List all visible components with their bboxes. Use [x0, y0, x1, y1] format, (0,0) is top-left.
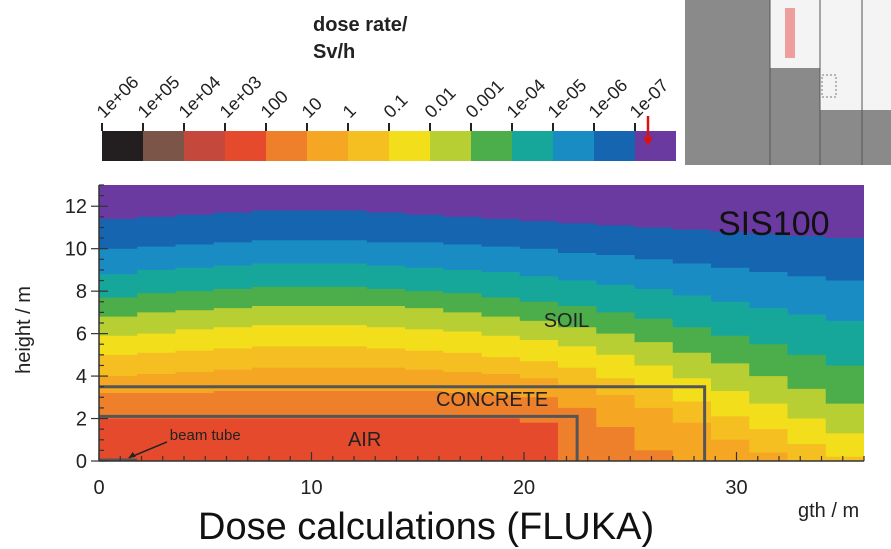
y-axis-label: height / m — [13, 286, 35, 374]
y-tick-label: 6 — [76, 324, 87, 346]
colorbar-swatch — [594, 131, 635, 161]
figure-title: Dose calculations (FLUKA) — [198, 506, 655, 548]
plot-axes: 0 2 4 6 8 10 12 0 10 20 30 — [65, 184, 865, 499]
x-tick-label: 30 — [725, 477, 747, 499]
colorbar-title-line2: Sv/h — [313, 41, 355, 63]
colorbar-swatch — [635, 131, 676, 161]
inset-label: SIS100 — [718, 205, 830, 243]
x-tick-label: 20 — [513, 477, 535, 499]
colorbar-tick-label: 10 — [298, 94, 326, 122]
colorbar-swatch — [143, 131, 184, 161]
y-tick-label: 2 — [76, 409, 87, 431]
region-label: AIR — [348, 429, 381, 451]
colorbar-swatch — [553, 131, 594, 161]
y-tick-label: 10 — [65, 239, 87, 261]
x-axis-label: gth / m — [798, 500, 859, 522]
colorbar-tick-label: 1 — [339, 101, 360, 122]
y-tick-label: 12 — [65, 196, 87, 218]
colorbar-swatch — [348, 131, 389, 161]
colorbar-tick-label: 1e-05 — [544, 75, 591, 122]
x-tick-label: 0 — [93, 477, 104, 499]
arrow-head-icon — [643, 137, 653, 146]
colorbar-swatch — [389, 131, 430, 161]
colorbar-swatch — [102, 131, 143, 161]
region-label: beam tube — [170, 427, 241, 444]
colorbar-tick-label: 1e-06 — [585, 75, 632, 122]
concrete-outline — [99, 385, 707, 461]
colorbar-swatch — [225, 131, 266, 161]
region-label: SOIL — [544, 310, 590, 332]
y-tick-label: 0 — [76, 451, 87, 473]
colorbar-tick-label: 0.1 — [380, 90, 412, 122]
pointer-arrowhead-icon — [128, 451, 136, 458]
colorbar-tick-label: 100 — [257, 86, 292, 121]
air-outline — [99, 414, 579, 461]
y-tick-label: 8 — [76, 281, 87, 303]
colorbar-swatch — [307, 131, 348, 161]
colorbar-swatch — [471, 131, 512, 161]
beam-tube-pointer — [128, 441, 168, 459]
colorbar-tick-label: 1e-07 — [626, 75, 673, 122]
colorbar-tick-label: 1e-04 — [503, 75, 550, 122]
colorbar-swatch — [184, 131, 225, 161]
heatmap-plot-area: SOIL CONCRETE AIR beam tube — [99, 185, 864, 461]
colorbar-swatch — [430, 131, 471, 161]
colorbar-tick-label: 0.001 — [462, 76, 508, 122]
colorbar-tick-label: 1e+05 — [134, 72, 184, 122]
colorbar-swatch — [266, 131, 307, 161]
colorbar-title-line1: dose rate/ — [313, 14, 408, 36]
colorbar-tick-label: 1e+04 — [175, 72, 225, 122]
colorbar-tick-label: 1e+06 — [93, 72, 143, 122]
x-tick-label: 10 — [300, 477, 322, 499]
dose-band — [99, 418, 864, 461]
colorbar-swatch — [512, 131, 553, 161]
colorbar-tick-label: 1e+03 — [216, 72, 266, 122]
region-label: CONCRETE — [436, 389, 548, 411]
colorbar-tick-label: 0.01 — [421, 83, 460, 122]
y-tick-label: 4 — [76, 366, 87, 388]
